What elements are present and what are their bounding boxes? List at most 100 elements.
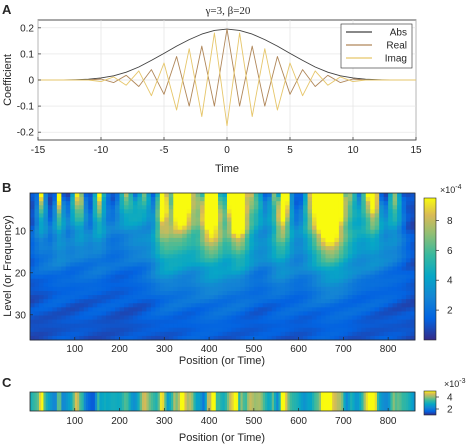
heatmap-cell <box>204 221 210 227</box>
heatmap-cell <box>240 233 246 239</box>
heatmap-cell <box>222 229 228 235</box>
heatmap-cell <box>43 242 49 247</box>
heatmap-cell <box>195 225 201 231</box>
heatmap-cell <box>65 307 71 312</box>
heatmap-cell <box>83 229 89 235</box>
heatmap-cell <box>352 258 358 263</box>
heatmap-cell <box>97 282 103 288</box>
heatmap-cell <box>334 201 340 206</box>
heatmap-cell <box>383 307 389 312</box>
heatmap-cell <box>312 392 315 411</box>
heatmap-cell <box>70 303 76 308</box>
heatmap-cell <box>65 225 71 231</box>
x-tick-label: 600 <box>290 344 307 355</box>
heatmap-cell <box>258 291 264 296</box>
heatmap-cell <box>110 315 116 320</box>
heatmap-cell <box>128 327 134 333</box>
heatmap-cell <box>401 311 407 316</box>
heatmap-cell <box>137 258 143 263</box>
heatmap-cell <box>383 319 389 325</box>
heatmap-cell <box>30 295 35 300</box>
heatmap-cell <box>280 242 286 247</box>
heatmap-cell <box>186 282 192 288</box>
heatmap-cell <box>240 262 246 267</box>
heatmap-cell <box>106 286 111 292</box>
heatmap-cell <box>34 229 40 235</box>
heatmap-cell <box>392 254 398 259</box>
heatmap-cell <box>397 209 402 214</box>
heatmap-cell <box>168 258 174 263</box>
heatmap-cell <box>218 270 223 276</box>
heatmap-cell <box>276 291 282 296</box>
heatmap-cell <box>128 303 134 308</box>
heatmap-cell <box>97 258 103 263</box>
heatmap-cell <box>361 258 367 263</box>
heatmap-cell <box>226 299 232 304</box>
heatmap-cell <box>92 327 98 333</box>
heatmap-cell <box>141 295 147 300</box>
heatmap-cell <box>218 282 223 288</box>
heatmap-cell <box>92 197 98 202</box>
heatmap-cell <box>88 197 94 202</box>
heatmap-cell <box>365 291 371 296</box>
panel-c-x-ticks: 100 200 300 400 500 600 700 800 <box>66 408 397 427</box>
heatmap-cell <box>61 315 67 320</box>
heatmap-cell <box>137 307 143 312</box>
heatmap-cell <box>258 258 264 263</box>
heatmap-cell <box>370 193 376 198</box>
heatmap-cell <box>61 213 67 218</box>
heatmap-cell <box>320 258 326 263</box>
heatmap-cell <box>195 323 201 329</box>
heatmap-cell <box>164 242 170 247</box>
heatmap-cell <box>379 237 385 243</box>
heatmap-cell <box>334 246 340 251</box>
heatmap-cell <box>146 392 150 411</box>
heatmap-cell <box>56 295 62 300</box>
heatmap-cell <box>222 209 228 214</box>
heatmap-cell <box>110 270 116 276</box>
heatmap-cell <box>218 327 223 333</box>
heatmap-cell <box>195 286 201 292</box>
heatmap-cell <box>137 197 143 202</box>
heatmap-cell <box>406 278 411 284</box>
panel-b-label: B <box>2 180 11 195</box>
heatmap-cell <box>231 266 237 271</box>
heatmap-cell <box>361 225 367 231</box>
heatmap-cell <box>38 250 44 255</box>
heatmap-cell <box>222 392 226 411</box>
heatmap-cell <box>124 258 129 263</box>
heatmap-cell <box>182 201 188 206</box>
heatmap-cell <box>258 270 264 276</box>
heatmap-cell <box>240 205 246 210</box>
heatmap-cell <box>110 246 116 251</box>
heatmap-cell <box>38 323 44 329</box>
heatmap-cell <box>249 201 255 206</box>
heatmap-cell <box>43 282 49 288</box>
heatmap-cell <box>34 327 40 333</box>
heatmap-cell <box>115 201 120 206</box>
heatmap-cell <box>410 323 416 329</box>
heatmap-cell <box>34 258 40 263</box>
heatmap-cell <box>383 299 389 304</box>
heatmap-cell <box>119 311 125 316</box>
heatmap-cell <box>222 225 228 231</box>
heatmap-cell <box>43 327 49 333</box>
heatmap-cell <box>222 266 228 271</box>
heatmap-cell <box>159 250 165 255</box>
heatmap-cell <box>394 392 398 411</box>
heatmap-cell <box>30 319 35 325</box>
heatmap-cell <box>253 193 259 198</box>
heatmap-cell <box>379 225 385 231</box>
heatmap-cell <box>352 242 358 247</box>
heatmap-cell <box>70 392 73 411</box>
heatmap-cell <box>249 335 255 341</box>
heatmap-cell <box>115 250 120 255</box>
heatmap-cell <box>200 266 205 271</box>
heatmap-cell <box>329 331 335 337</box>
heatmap-cell <box>186 213 192 218</box>
heatmap-cell <box>213 291 219 296</box>
heatmap-cell <box>350 392 353 411</box>
heatmap-cell <box>235 254 241 259</box>
heatmap-cell <box>124 209 129 214</box>
heatmap-cell <box>141 258 147 263</box>
